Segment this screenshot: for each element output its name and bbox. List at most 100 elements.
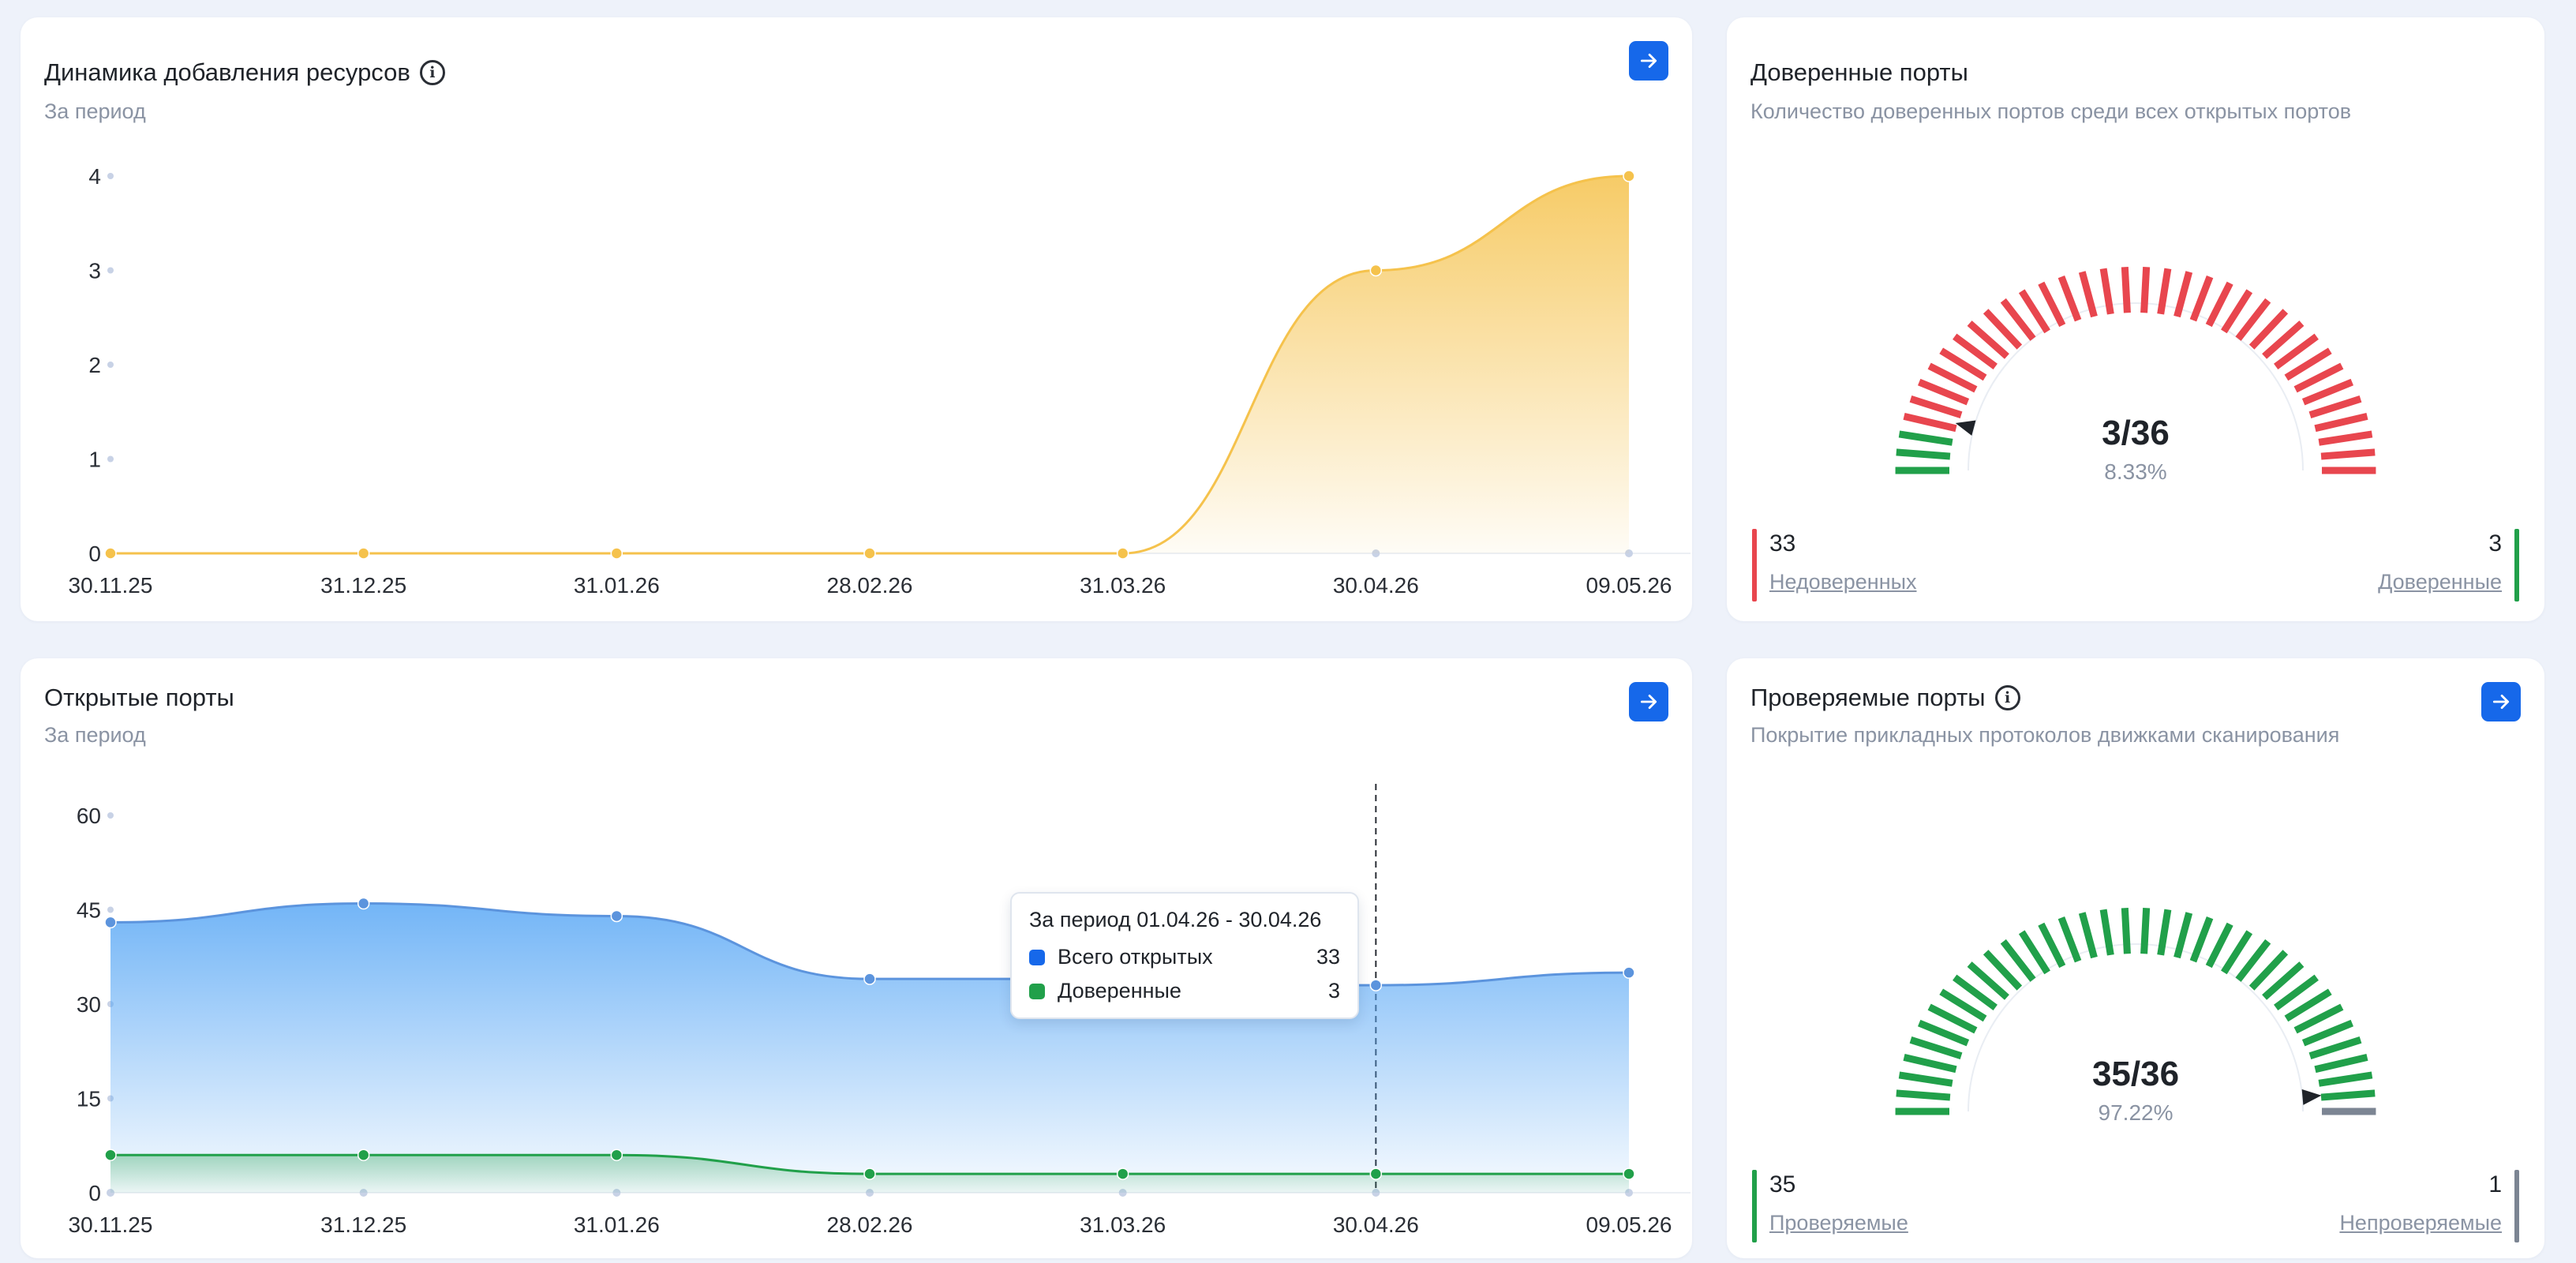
arrow-right-icon (2492, 695, 2510, 709)
open-ports-title: Открытые порты (44, 684, 234, 711)
resources-open-button[interactable] (1629, 41, 1668, 81)
resources-card: Динамика добавления ресурсов i За период… (21, 17, 1692, 621)
y-tick-label: 1 (88, 448, 101, 472)
gauge-tick (1898, 430, 1953, 446)
gauge-tick (2174, 271, 2193, 318)
gauge-tick (2057, 275, 2082, 322)
y-tick-dot (107, 906, 114, 913)
gauge-tick (2205, 922, 2233, 969)
x-tick-label: 31.03.26 (1080, 1212, 1166, 1237)
checked-ports-gauge (1895, 908, 2376, 1115)
gauge-tick (2099, 268, 2114, 315)
y-tick-dot (107, 812, 114, 819)
gauge-tick (2205, 281, 2233, 328)
gauge-tick (1896, 1089, 1951, 1101)
trusted-swatch (1029, 983, 1045, 999)
gauge-tick (2284, 988, 2332, 1022)
gauge-inner-arc (1968, 302, 2304, 471)
open-ports-open-button[interactable] (1629, 682, 1668, 721)
checked-gauge-value: 35/36 (2091, 1055, 2180, 1093)
gauge-tick (2000, 939, 2036, 982)
gauge-tick (2274, 974, 2319, 1011)
gauge-tick (1918, 378, 1970, 406)
total-swatch (1029, 949, 1045, 965)
data-point (863, 547, 876, 560)
gauge-tick (1983, 950, 2023, 991)
gauge-tick (2099, 909, 2114, 956)
gauge-tick (2078, 271, 2098, 318)
untrusted-link[interactable]: Недоверенных (1769, 570, 1917, 594)
gauge-tick (2221, 930, 2253, 975)
data-point (357, 547, 370, 560)
chart-tooltip: За период 01.04.26 - 30.04.26 Всего откр… (1010, 892, 1359, 1019)
gauge-tick (2038, 922, 2066, 969)
data-point (1369, 1167, 1383, 1180)
trusted-bar (2514, 529, 2519, 602)
gauge-tick (1903, 412, 1957, 433)
gauge-tick (1939, 988, 1987, 1022)
x-tick-label: 31.12.25 (320, 1212, 406, 1237)
open-ports-card: Открытые порты За период 0 15 30 45 60 30.11.… (21, 658, 1692, 1258)
gauge-tick (2293, 362, 2344, 393)
y-tick-dot (107, 267, 114, 274)
gauge-tick (2038, 281, 2066, 328)
y-tick-dot (107, 173, 114, 179)
unchecked-link[interactable]: Непроверяемые (2339, 1211, 2502, 1235)
info-icon[interactable]: i (1994, 685, 2020, 710)
data-point (610, 909, 623, 923)
checked-ports-open-button[interactable] (2481, 682, 2521, 721)
trusted-ports-title: Доверенные порты (1750, 58, 1968, 86)
y-tick-label: 60 (77, 804, 101, 828)
checked-ports-subtitle: Покрытие прикладных протоколов движками … (1750, 723, 2340, 747)
unchecked-bar (2514, 1170, 2519, 1242)
y-tick-label: 30 (77, 992, 101, 1017)
data-point (1116, 1167, 1129, 1180)
checked-ports-header: Проверяемые порты i (1750, 684, 2020, 712)
data-point (104, 1149, 117, 1161)
data-point (863, 973, 876, 985)
gauge-tick (2018, 289, 2050, 334)
gauge-pointer-icon (2301, 1089, 2322, 1105)
x-tick-label: 09.05.26 (1586, 573, 1672, 598)
x-tick-label: 31.01.26 (574, 573, 660, 598)
gauge-tick (2320, 448, 2376, 460)
checked-bar (1752, 1170, 1757, 1242)
gauge-tick (2314, 412, 2368, 433)
gauge-tick (1983, 309, 2023, 350)
resources-card-header: Динамика добавления ресурсов i (44, 58, 445, 87)
gauge-tick (2262, 961, 2305, 1000)
data-point (104, 547, 117, 560)
y-tick-label: 3 (88, 259, 101, 283)
gauge-tick (1927, 362, 1978, 393)
trusted-link[interactable]: Доверенные (2378, 570, 2502, 594)
gauge-tick (1903, 1053, 1957, 1074)
gauge-tick (2057, 916, 2082, 963)
gauge-tick (2293, 1003, 2344, 1034)
trusted-gauge-percent: 8.33% (2104, 459, 2167, 484)
gauge-tick (1909, 1036, 1963, 1060)
untrusted-bar (1752, 529, 1757, 602)
gauge-tick (2140, 908, 2151, 954)
resources-title: Динамика добавления ресурсов (44, 58, 410, 86)
gauge-tick (2157, 268, 2172, 315)
trusted-ports-subtitle: Количество доверенных портов среди всех … (1750, 99, 2352, 123)
gauge-tick (2235, 298, 2271, 341)
gauge-tick (2301, 1019, 2353, 1047)
gauge-tick (2262, 320, 2305, 359)
trusted-gauge-value: 3/36 (2102, 414, 2170, 452)
gauge-tick (1909, 395, 1963, 419)
x-tick-label: 28.02.26 (827, 573, 913, 598)
data-point (1369, 264, 1383, 277)
gauge-tick (2301, 378, 2353, 406)
tooltip-total-value: 33 (1316, 945, 1340, 969)
info-icon[interactable]: i (419, 60, 445, 85)
gauge-tick (2308, 1036, 2362, 1060)
checked-link[interactable]: Проверяемые (1769, 1211, 1908, 1235)
data-point (610, 1149, 623, 1161)
gauge-tick (1967, 320, 2009, 359)
y-tick-label: 0 (88, 1181, 101, 1205)
unchecked-count: 1 (2488, 1171, 2502, 1197)
x-tick-label: 30.11.25 (69, 1212, 153, 1237)
y-tick-label: 0 (88, 542, 101, 566)
x-tick-label: 31.01.26 (574, 1212, 660, 1237)
